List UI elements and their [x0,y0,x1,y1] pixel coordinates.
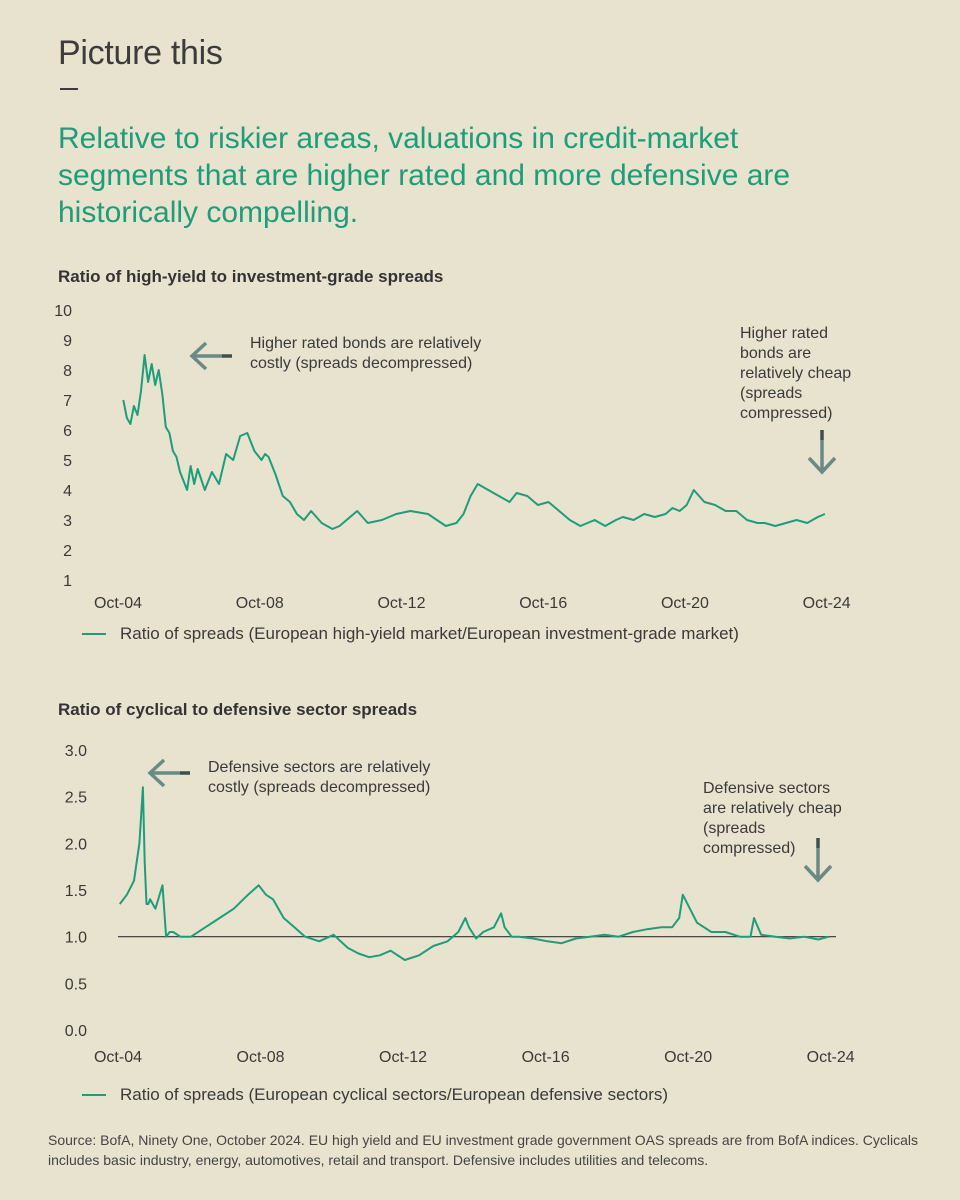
chart1-annotation-2: Higher rated bonds are relatively cheap (sp… [740,325,851,422]
chart2-y-tick-label: 0.0 [65,1023,87,1040]
chart1-x-tick-label: Oct-16 [519,595,567,612]
chart1-title: Ratio of high-yield to investment-grade … [58,267,444,286]
chart2-legend-swatch [82,1094,106,1096]
chart1-legend-label: Ratio of spreads (European high-yield ma… [120,624,739,643]
page-kicker: Picture this [58,34,223,72]
source-note: Source: BofA, Ninety One, October 2024. … [48,1132,918,1168]
chart1-y-tick-label: 10 [54,303,72,320]
chart2-y-tick-label: 1.5 [65,883,87,900]
chart2-x-tick-label: Oct-20 [664,1049,712,1066]
chart1-y-tick-label: 3 [63,513,72,530]
chart2-y-tick-label: 1.0 [65,930,87,947]
chart1-x-tick-label: Oct-24 [803,595,851,612]
chart1-x-tick-label: Oct-20 [661,595,709,612]
chart2-annotation-2: Defensive sectors are relatively cheap (sp… [703,780,842,857]
chart2-annotation-1: Defensive sectors are relatively costly (… [208,759,430,796]
chart2-x-tick-label: Oct-24 [807,1049,855,1066]
chart1-y-tick-label: 2 [63,543,72,560]
chart2-y-tick-label: 3.0 [65,743,87,760]
chart2-x-tick-label: Oct-12 [379,1049,427,1066]
chart2-x-tick-label: Oct-16 [522,1049,570,1066]
chart1-y-tick-label: 7 [63,393,72,410]
chart2-y-tick-label: 2.5 [65,790,87,807]
chart2-y-tick-label: 0.5 [65,976,87,993]
chart1-y-tick-label: 5 [63,453,72,470]
chart1-x-tick-label: Oct-12 [377,595,425,612]
kicker-rule [60,88,78,90]
chart2-title: Ratio of cyclical to defensive sector sp… [58,700,418,719]
chart2-x-tick-label: Oct-04 [94,1049,142,1066]
chart1-arrow-left-icon [189,341,232,371]
chart1-y-tick-label: 4 [63,483,72,500]
chart2-x-tick-label: Oct-08 [237,1049,285,1066]
chart2-arrow-left-icon [147,758,190,788]
chart1-arrow-down-icon [807,430,837,475]
headline: Relative to riskier areas, valuations in… [58,122,791,229]
chart2-arrow-down-icon [803,838,833,883]
chart1-y-tick-label: 1 [63,573,72,590]
chart1-series-line [122,354,826,530]
chart2-legend-label: Ratio of spreads (European cyclical sect… [120,1085,669,1104]
chart2-y-tick-label: 2.0 [65,836,87,853]
chart1-y-tick-label: 9 [63,333,72,350]
chart1-annotation-1: Higher rated bonds are relatively costly … [250,335,481,372]
chart1-legend: Ratio of spreads (European high-yield ma… [82,624,739,644]
chart2-series-line [119,786,830,961]
chart1-y-tick-label: 8 [63,363,72,380]
chart1-legend-swatch [82,633,106,635]
chart1-y-tick-label: 6 [63,423,72,440]
chart2-legend: Ratio of spreads (European cyclical sect… [82,1085,668,1105]
chart1-plot: 1 2 3 4 5 6 7 8 9 10 Oct-04 Oct-08 Oct-12 Oct-16 Oct-2… [54,303,851,612]
chart1-x-tick-label: Oct-04 [94,595,142,612]
chart1-x-tick-label: Oct-08 [236,595,284,612]
chart2-plot: 0.0 0.5 1.0 1.5 2.0 2.5 3.0 Oct-04 Oct-08 Oct-12 O… [65,743,855,1066]
